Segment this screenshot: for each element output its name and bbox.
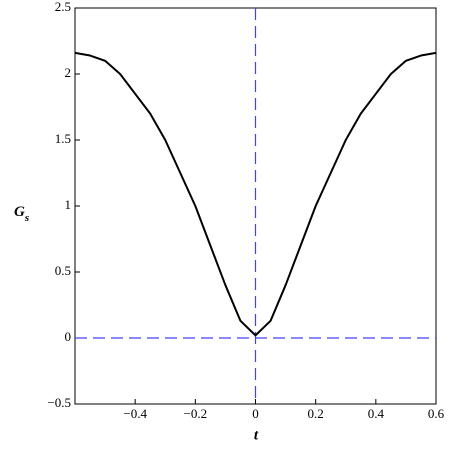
y-axis-label-subscript: s <box>24 212 29 224</box>
x-tick-label: −0.4 <box>123 406 147 421</box>
y-tick-label: 0.5 <box>55 263 71 278</box>
y-tick-label: 1 <box>65 197 72 212</box>
x-tick-label: −0.2 <box>184 406 208 421</box>
y-axis-label-main: G <box>14 204 25 220</box>
y-tick-label: 1.5 <box>55 131 71 146</box>
x-axis-label: t <box>254 427 259 443</box>
data-line <box>74 51 437 337</box>
x-tick-label: 0.4 <box>368 406 385 421</box>
y-tick-label: 2.5 <box>55 0 71 14</box>
y-axis-label: Gs <box>14 204 29 223</box>
y-tick-label: −0.5 <box>47 395 71 410</box>
x-tick-label: 0.2 <box>308 406 324 421</box>
x-tick-label: 0 <box>252 406 259 421</box>
x-tick-label: 0.6 <box>428 406 445 421</box>
y-tick-label: 0 <box>65 329 72 344</box>
y-tick-label: 2 <box>65 65 72 80</box>
